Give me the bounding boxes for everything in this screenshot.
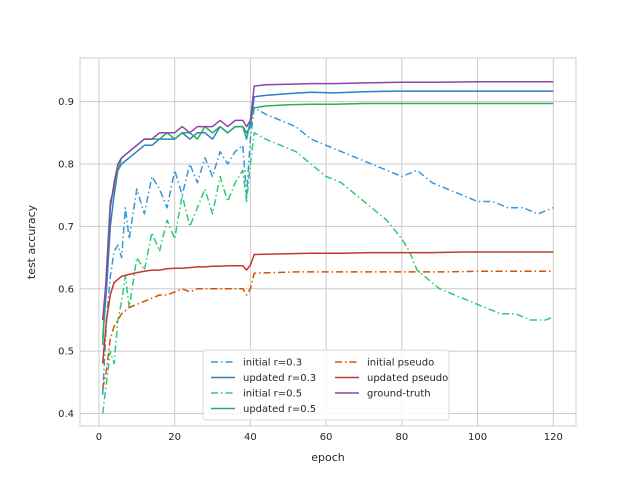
- x-tick-label: 100: [468, 432, 487, 443]
- series-line-4: [101, 270, 554, 389]
- series-line-1: [101, 90, 554, 339]
- x-tick-label: 80: [395, 432, 408, 443]
- series-line-6: [101, 80, 554, 321]
- legend-label-1: updated r=0.3: [243, 373, 316, 384]
- y-tick-label: 0.9: [58, 97, 74, 108]
- legend-label-0: initial r=0.3: [243, 358, 302, 369]
- legend-label-6: ground-truth: [367, 389, 431, 400]
- plot-frame: [79, 57, 577, 427]
- x-tick-label: 60: [320, 432, 333, 443]
- legend-box: [202, 349, 450, 421]
- y-tick-label: 0.6: [58, 284, 74, 295]
- x-tick-label: 20: [168, 432, 181, 443]
- tick-labels: 0 20 40 60 80 100 120 0.4 0.5 0.6 0.7 0.8 0.9: [58, 97, 563, 443]
- x-tick-label: 0: [96, 432, 102, 443]
- y-tick-label: 0.4: [58, 409, 74, 420]
- series-lines: [101, 80, 554, 414]
- x-tick-label: 40: [244, 432, 257, 443]
- legend-label-4: initial pseudo: [367, 358, 434, 369]
- legend: initial r=0.3 updated r=0.3 initial r=0.5 u…: [202, 349, 450, 421]
- legend-label-2: initial r=0.5: [243, 389, 302, 400]
- x-axis-label: epoch: [311, 451, 345, 464]
- y-tick-label: 0.7: [58, 222, 74, 233]
- y-axis-label: test accuracy: [25, 204, 38, 279]
- series-line-2: [101, 132, 554, 414]
- y-tick-label: 0.5: [58, 347, 74, 358]
- series-line-0: [101, 107, 554, 395]
- legend-label-5: updated pseudo: [367, 373, 448, 384]
- y-tick-label: 0.8: [58, 160, 74, 171]
- legend-label-3: updated r=0.5: [243, 404, 316, 415]
- x-tick-label: 120: [544, 432, 563, 443]
- series-line-5: [101, 251, 554, 364]
